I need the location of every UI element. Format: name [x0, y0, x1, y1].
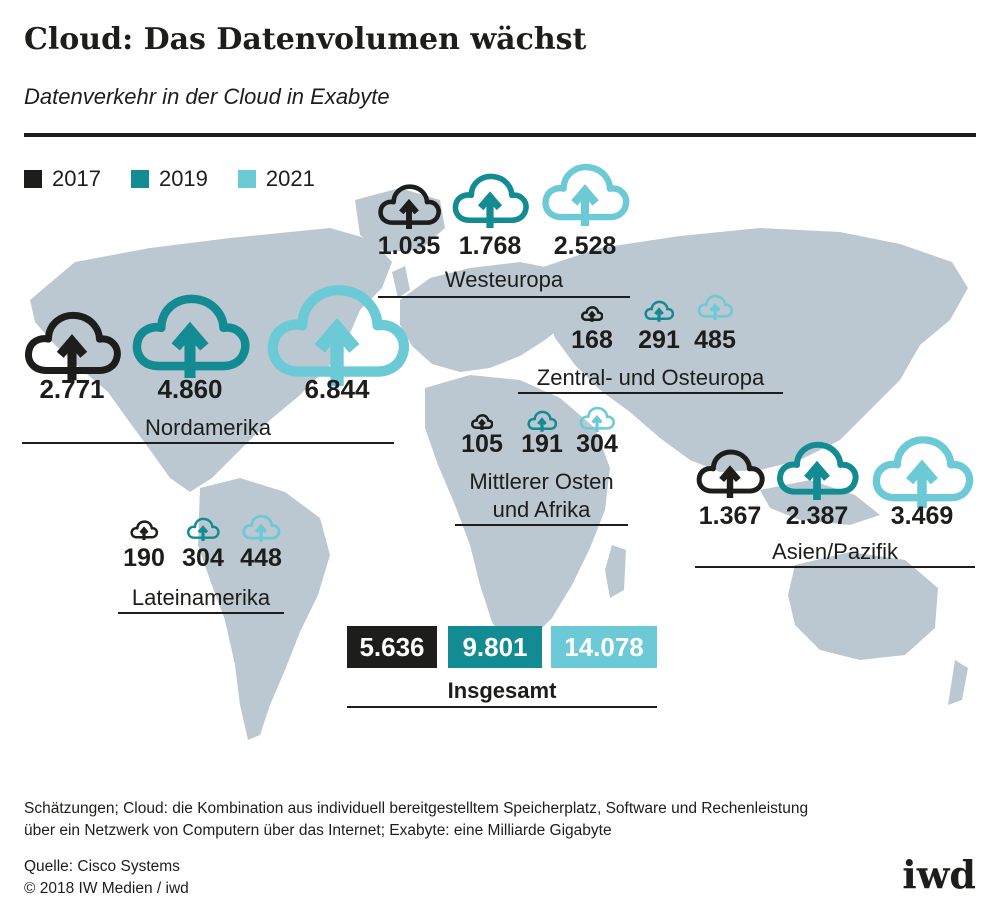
footnote-line-1: Schätzungen; Cloud: die Kombination aus …	[24, 800, 809, 817]
cloud-upload-icon	[697, 294, 733, 325]
total-underline	[347, 706, 657, 708]
value-westeuropa-2017: 1.035	[377, 232, 441, 260]
cloud-upload-icon	[580, 306, 604, 327]
source: Quelle: Cisco Systems © 2018 IW Medien /…	[24, 856, 189, 900]
cloud-upload-icon	[23, 308, 121, 387]
value-lateinamerika-2021: 448	[240, 544, 282, 572]
legend-label-2019: 2019	[158, 166, 208, 191]
cloud-upload-icon	[130, 520, 159, 545]
legend-label-2021: 2021	[265, 166, 315, 191]
legend-swatch-2019	[130, 170, 149, 188]
europe-shape	[400, 262, 580, 372]
total-value-2017: 5.636	[347, 626, 437, 668]
value-lateinamerika-2019: 304	[182, 544, 224, 572]
total-value-2021: 14.078	[551, 626, 657, 668]
cloud-upload-icon	[130, 292, 250, 383]
region-underline-lateinamerika	[118, 612, 284, 614]
value-osteuropa-2021: 485	[694, 326, 736, 354]
region-label-nordamerika: Nordamerika	[145, 415, 271, 440]
value-westeuropa-2021: 2.528	[553, 232, 617, 260]
uk-shape	[392, 266, 410, 298]
chart-subtitle: Datenverkehr in der Cloud in Exabyte	[24, 84, 390, 109]
source-line-2: © 2018 IW Medien / iwd	[24, 880, 189, 897]
africa-shape	[425, 375, 610, 645]
chart-title: Cloud: Das Datenvolumen wächst	[24, 22, 587, 57]
legend-item-2019: 2019	[130, 166, 208, 192]
value-westeuropa-2019: 1.768	[458, 232, 522, 260]
header-rule	[24, 133, 976, 137]
source-line-1: Quelle: Cisco Systems	[24, 858, 180, 875]
region-underline-mittlerer-osten	[455, 524, 628, 526]
madagascar-shape	[605, 545, 626, 598]
region-underline-westeuropa	[378, 296, 630, 298]
region-underline-osteuropa	[518, 392, 783, 394]
cloud-upload-icon	[579, 406, 615, 437]
cloud-upload-icon	[868, 434, 976, 513]
asia-shape	[540, 228, 968, 472]
legend: 2017 2019 2021	[24, 166, 315, 192]
value-asien-2017: 1.367	[698, 502, 762, 530]
legend-swatch-2017	[24, 170, 42, 188]
north-america-shape	[30, 228, 392, 492]
legend-item-2017: 2017	[24, 166, 101, 192]
australia-shape	[788, 552, 938, 660]
legend-swatch-2021	[237, 170, 256, 188]
cloud-upload-icon	[774, 440, 860, 505]
value-mittlerer-osten-2021: 304	[576, 430, 618, 458]
value-asien-2021: 3.469	[890, 502, 954, 530]
value-nordamerika-2017: 2.771	[39, 374, 105, 404]
region-underline-asien	[695, 566, 975, 568]
cloud-upload-icon	[377, 182, 441, 235]
cloud-upload-icon	[186, 517, 220, 546]
legend-item-2021: 2021	[237, 166, 315, 192]
new-zealand-shape	[948, 660, 968, 705]
value-mittlerer-osten-2019: 191	[521, 430, 563, 458]
value-asien-2019: 2.387	[785, 502, 849, 530]
cloud-upload-icon	[241, 514, 281, 547]
iwd-logo: iwd	[902, 852, 976, 897]
value-mittlerer-osten-2017: 105	[461, 430, 503, 458]
region-label-lateinamerika: Lateinamerika	[131, 585, 271, 610]
region-label-mittlerer-osten-2: und Afrika	[492, 497, 591, 522]
value-lateinamerika-2017: 190	[123, 544, 165, 572]
south-america-shape	[198, 478, 330, 740]
value-osteuropa-2019: 291	[638, 326, 680, 354]
region-underline-nordamerika	[22, 442, 394, 444]
total-value-2019: 9.801	[448, 626, 542, 668]
legend-label-2017: 2017	[52, 166, 101, 191]
region-label-mittlerer-osten-1: Mittlerer Osten	[469, 469, 614, 494]
cloud-upload-icon	[644, 300, 675, 327]
value-osteuropa-2017: 168	[571, 326, 613, 354]
region-label-osteuropa: Zentral- und Osteuropa	[536, 365, 765, 390]
total-label: Insgesamt	[447, 678, 557, 703]
footnote: Schätzungen; Cloud: die Kombination aus …	[24, 798, 808, 842]
value-nordamerika-2021: 6.844	[304, 374, 370, 404]
cloud-upload-icon	[527, 410, 558, 437]
cloud-upload-icon	[538, 162, 632, 231]
value-nordamerika-2019: 4.860	[157, 374, 223, 404]
cloud-upload-icon	[470, 414, 494, 435]
greenland-shape	[355, 188, 445, 252]
cloud-upload-icon	[694, 448, 766, 503]
footnote-line-2: über ein Netzwerk von Computern über das…	[24, 822, 612, 839]
cloud-upload-icon	[262, 282, 412, 391]
cloud-upload-icon	[450, 172, 530, 233]
region-label-asien: Asien/Pazifik	[772, 539, 898, 564]
region-label-westeuropa: Westeuropa	[444, 267, 564, 292]
